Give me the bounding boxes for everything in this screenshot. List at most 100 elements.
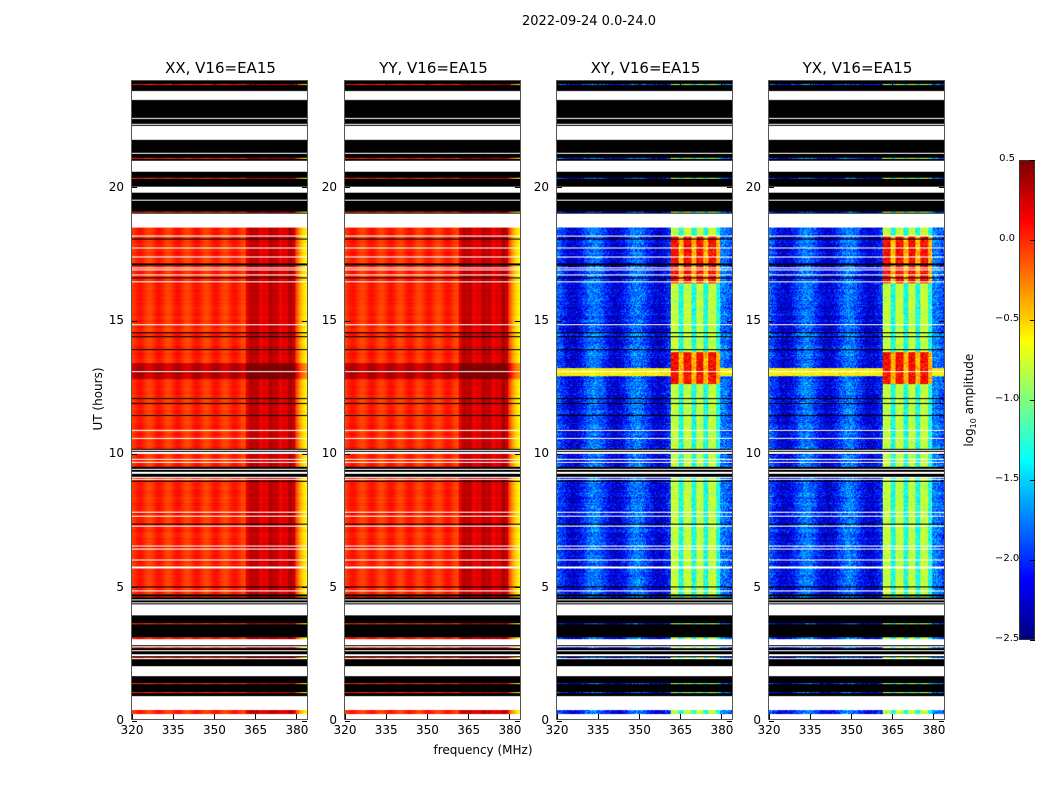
y-tick-mark — [939, 320, 944, 322]
y-tick-label: 15 — [321, 313, 337, 327]
colorbar-tick-mark — [1030, 160, 1035, 161]
x-tick-label: 350 — [416, 723, 439, 737]
y-tick-mark — [557, 187, 562, 189]
y-tick-mark — [132, 187, 137, 189]
y-tick-mark — [302, 453, 307, 455]
x-tick-label: 380 — [922, 723, 946, 737]
y-tick-label: 20 — [533, 179, 549, 194]
panel-xx: XX, V16=EA15 0 5 10 15 20 320 335 350 365 380 — [109, 59, 309, 737]
y-tick-mark — [345, 453, 350, 455]
x-tick-label: 335 — [586, 723, 610, 737]
colorbar-tick-mark — [1030, 480, 1035, 481]
x-tick-label: 350 — [203, 723, 226, 737]
x-tick-mark — [255, 714, 257, 719]
x-axis-label: frequency (MHz) — [433, 743, 533, 757]
heatmap-image — [769, 81, 944, 719]
x-tick-mark — [255, 81, 257, 86]
y-tick-label: 0 — [541, 713, 549, 727]
y-tick-label: 10 — [108, 446, 124, 461]
y-tick-label: 10 — [321, 446, 337, 461]
y-tick-label: 5 — [753, 579, 761, 594]
x-tick-label: 350 — [628, 723, 651, 737]
x-tick-mark — [809, 714, 811, 719]
y-tick-mark — [939, 720, 944, 722]
y-tick-mark — [727, 587, 732, 589]
y-tick-label: 15 — [533, 313, 549, 327]
y-tick-mark — [939, 453, 944, 455]
panel-yx: YX, V16=EA15 0 5 10 15 20 320 335 350 365 380 — [746, 59, 946, 737]
x-tick-mark — [680, 714, 682, 719]
y-tick-label: 20 — [321, 179, 337, 194]
y-tick-mark — [557, 720, 562, 722]
x-tick-mark — [721, 714, 723, 719]
x-tick-mark — [597, 714, 599, 719]
y-tick-mark — [515, 587, 520, 589]
y-tick-mark — [132, 720, 137, 722]
panel-title: YY, V16=EA15 — [379, 59, 488, 77]
y-tick-label: 0 — [116, 713, 124, 727]
y-tick-label: 10 — [745, 446, 761, 461]
panel-title: YX, V16=EA15 — [802, 59, 913, 77]
x-tick-label: 380 — [498, 723, 522, 737]
y-tick-mark — [345, 187, 350, 189]
y-tick-mark — [727, 187, 732, 189]
colorbar-tick-label: −1.5 — [995, 473, 1020, 484]
x-tick-label: 320 — [333, 723, 357, 737]
y-tick-label: 15 — [108, 313, 124, 327]
x-tick-mark — [556, 81, 558, 86]
y-tick-mark — [769, 587, 774, 589]
x-tick-mark — [385, 81, 387, 86]
heatmap-image — [345, 81, 520, 719]
x-tick-mark — [131, 714, 133, 719]
y-tick-mark — [557, 453, 562, 455]
x-tick-mark — [468, 81, 470, 86]
heatmap-image — [557, 81, 732, 719]
y-tick-mark — [557, 587, 562, 589]
x-tick-label: 335 — [374, 723, 398, 737]
y-tick-mark — [302, 187, 307, 189]
x-tick-label: 320 — [545, 723, 569, 737]
colorbar-tick-label: −0.5 — [995, 313, 1020, 324]
y-axis-label: UT (hours) — [91, 367, 105, 431]
x-tick-label: 320 — [757, 723, 781, 737]
x-tick-label: 350 — [840, 723, 863, 737]
x-tick-mark — [638, 714, 640, 719]
y-tick-mark — [769, 187, 774, 189]
y-tick-label: 5 — [116, 579, 124, 594]
y-tick-mark — [515, 453, 520, 455]
x-tick-mark — [213, 714, 215, 719]
x-tick-mark — [933, 81, 935, 86]
colorbar-label-main: log — [961, 428, 976, 447]
x-tick-mark — [850, 81, 852, 86]
y-tick-label: 10 — [533, 446, 549, 461]
y-tick-label: 0 — [753, 713, 761, 727]
x-tick-label: 335 — [161, 723, 185, 737]
y-tick-mark — [302, 720, 307, 722]
panel-xy: XY, V16=EA15 0 5 10 15 20 320 335 350 365 380 — [534, 59, 734, 737]
x-tick-mark — [768, 714, 770, 719]
y-tick-mark — [727, 320, 732, 322]
x-tick-mark — [509, 714, 511, 719]
y-tick-mark — [515, 320, 520, 322]
x-tick-mark — [172, 714, 174, 719]
y-tick-mark — [302, 587, 307, 589]
y-tick-mark — [939, 587, 944, 589]
x-tick-mark — [933, 714, 935, 719]
y-tick-mark — [939, 187, 944, 189]
x-tick-label: 380 — [285, 723, 309, 737]
colorbar-label-rest: amplitude — [961, 353, 976, 419]
y-tick-label: 20 — [745, 179, 761, 194]
y-tick-mark — [769, 720, 774, 722]
x-tick-mark — [344, 714, 346, 719]
y-tick-label: 5 — [541, 579, 549, 594]
y-tick-mark — [302, 320, 307, 322]
x-tick-mark — [509, 81, 511, 86]
colorbar-tick-label: −1.0 — [995, 393, 1020, 404]
y-tick-mark — [345, 720, 350, 722]
x-tick-mark — [850, 714, 852, 719]
x-tick-mark — [721, 81, 723, 86]
x-tick-label: 335 — [798, 723, 822, 737]
x-tick-mark — [809, 81, 811, 86]
y-tick-mark — [769, 453, 774, 455]
y-tick-mark — [515, 187, 520, 189]
